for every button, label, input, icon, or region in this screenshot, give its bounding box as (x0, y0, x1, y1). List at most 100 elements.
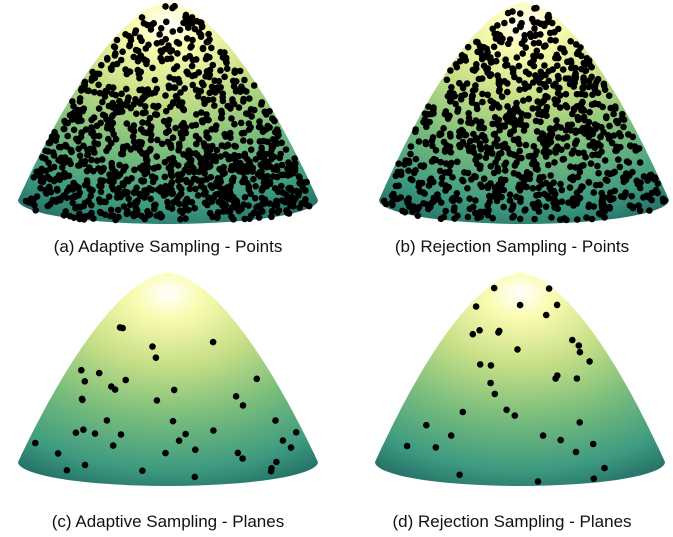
sample-dot (460, 85, 467, 92)
sample-dot (240, 98, 247, 105)
sample-dot (655, 180, 662, 187)
sample-dot (560, 46, 567, 53)
sample-dot (535, 478, 542, 485)
sample-dot (465, 44, 472, 51)
sample-dot (392, 173, 399, 180)
sample-dot (213, 122, 220, 129)
sample-dot (573, 449, 580, 456)
sample-dot (561, 156, 568, 163)
sample-dot (474, 49, 481, 56)
sample-dot (149, 343, 156, 350)
sample-dot (580, 76, 587, 83)
sample-dot (423, 422, 430, 429)
sample-dot (192, 474, 199, 481)
sample-dot (174, 95, 181, 102)
sample-dot (235, 450, 242, 457)
sample-dot (211, 102, 218, 109)
sample-dot (88, 202, 95, 209)
sample-dot (195, 192, 202, 199)
sample-dot (268, 213, 275, 220)
sample-dot (210, 427, 217, 434)
sample-dot (208, 45, 215, 52)
sample-dot (91, 149, 98, 156)
sample-dot (554, 302, 561, 309)
sample-dot (180, 125, 187, 132)
sample-dot (139, 178, 146, 185)
sample-dot (416, 204, 423, 211)
sample-dot (552, 37, 559, 44)
sample-dot (278, 183, 285, 190)
sample-dot (486, 193, 493, 200)
sample-dot (174, 39, 181, 46)
sample-dot (285, 172, 292, 179)
sample-dot (501, 20, 508, 27)
sample-dot (147, 115, 154, 122)
sample-dot (530, 185, 537, 192)
sample-dot (152, 77, 159, 84)
sample-dot (465, 214, 472, 221)
sample-dot (233, 393, 240, 400)
sample-dot (122, 66, 129, 73)
sample-dot (586, 179, 593, 186)
sample-dot (227, 208, 234, 215)
sample-dot (531, 143, 538, 150)
sample-dot (80, 426, 87, 433)
sample-dot (567, 127, 574, 134)
sample-dot (507, 129, 514, 136)
sample-dot (535, 185, 542, 192)
sample-dot (133, 110, 140, 117)
sample-dot (558, 146, 565, 153)
sample-dot (545, 162, 552, 169)
sample-dot (171, 3, 178, 10)
sample-dot (285, 159, 292, 166)
sample-dot (511, 213, 518, 220)
sample-dot (106, 171, 113, 178)
sample-dot (567, 163, 574, 170)
sample-dot (454, 159, 461, 166)
sample-dot (118, 102, 125, 109)
sample-dot (251, 82, 258, 89)
sample-dot (502, 56, 509, 63)
sample-dot (143, 190, 150, 197)
sample-dot (487, 73, 494, 80)
sample-dot (38, 166, 45, 173)
sample-dot (106, 103, 113, 110)
sample-dot (68, 149, 75, 156)
sample-dot (571, 105, 578, 112)
sample-dot (543, 203, 550, 210)
sample-dot (586, 202, 593, 209)
sample-dot (75, 184, 82, 191)
sample-dot (603, 115, 610, 122)
sample-dot (492, 391, 499, 398)
sample-dot (395, 160, 402, 167)
sample-dot (595, 101, 602, 108)
sample-dot (586, 358, 593, 365)
sample-dot (171, 84, 178, 91)
sample-dot (199, 23, 206, 30)
sample-dot (191, 169, 198, 176)
sample-dot (223, 202, 230, 209)
sample-dot (419, 180, 426, 187)
sample-dot (595, 152, 602, 159)
sample-dot (248, 212, 255, 219)
sample-dot (602, 157, 609, 164)
sample-dot (595, 140, 602, 147)
sample-dot (491, 31, 498, 38)
sample-dot (447, 67, 454, 74)
sample-dot (441, 139, 448, 146)
sample-dot (162, 174, 169, 181)
sample-dot (564, 59, 571, 66)
sample-dot (151, 206, 158, 213)
sample-dot (246, 95, 253, 102)
sample-dot (477, 43, 484, 50)
sample-dot (458, 93, 465, 100)
sample-dot (259, 208, 266, 215)
sample-dot (149, 173, 156, 180)
sample-dot (271, 166, 278, 173)
sample-dot (431, 197, 438, 204)
sample-dot (217, 67, 224, 74)
sample-dot (118, 431, 125, 438)
sample-dot (205, 135, 212, 142)
sample-dot (451, 204, 458, 211)
sample-dot (139, 96, 146, 103)
